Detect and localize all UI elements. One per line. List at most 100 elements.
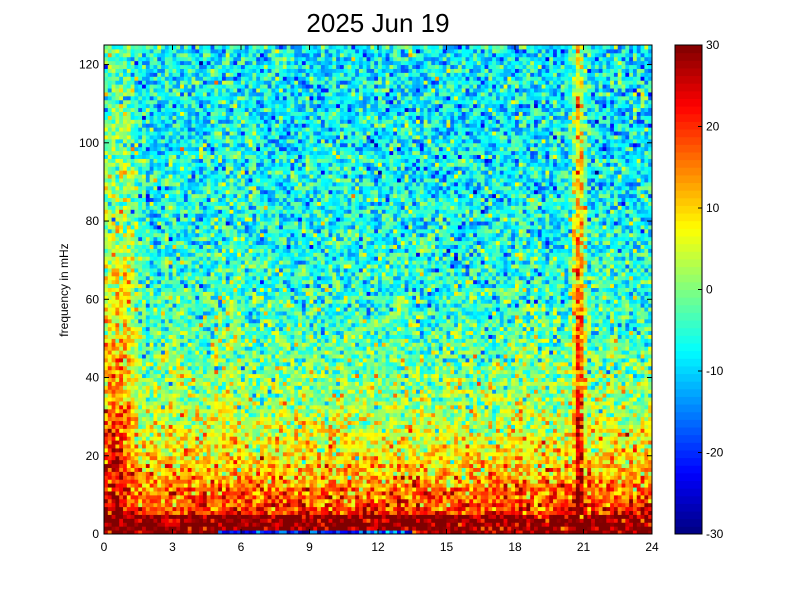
heatmap-cell — [241, 330, 246, 335]
heatmap-cell — [248, 158, 253, 163]
heatmap-cell — [161, 389, 166, 394]
heatmap-cell — [123, 45, 128, 50]
heatmap-cell — [138, 318, 143, 324]
heatmap-cell — [233, 471, 238, 476]
heatmap-cell — [183, 455, 189, 461]
heatmap-cell — [134, 60, 139, 66]
heatmap-cell — [191, 107, 196, 112]
heatmap-cell — [130, 377, 135, 382]
heatmap-cell — [229, 389, 234, 394]
heatmap-cell — [153, 256, 158, 261]
heatmap-cell — [252, 444, 257, 449]
heatmap-cell — [119, 318, 124, 324]
heatmap-cell — [123, 365, 128, 371]
heatmap-cell — [176, 479, 181, 484]
heatmap-cell — [168, 232, 173, 238]
heatmap-cell — [153, 483, 158, 488]
heatmap-cell — [187, 84, 193, 89]
heatmap-cell — [123, 80, 128, 85]
heatmap-cell — [161, 522, 166, 527]
heatmap-cell — [252, 76, 257, 81]
heatmap-cell — [233, 322, 238, 328]
heatmap-cell — [244, 471, 250, 476]
heatmap-cell — [218, 350, 223, 355]
heatmap-cell — [248, 127, 253, 132]
heatmap-cell — [225, 522, 231, 527]
heatmap-cell — [176, 111, 181, 116]
heatmap-cell — [183, 428, 189, 433]
heatmap-cell — [191, 412, 196, 418]
heatmap-cell — [142, 350, 147, 355]
heatmap-cell — [176, 154, 181, 159]
heatmap-cell — [153, 154, 158, 159]
heatmap-cell — [130, 307, 135, 312]
heatmap-cell — [164, 205, 170, 210]
heatmap-cell — [252, 463, 257, 468]
heatmap-cell — [145, 103, 151, 109]
heatmap-cell — [183, 131, 189, 136]
heatmap-cell — [172, 115, 177, 120]
heatmap-cell — [130, 416, 135, 422]
heatmap-cell — [233, 357, 238, 363]
heatmap-cell — [218, 158, 223, 163]
heatmap-cell — [107, 60, 113, 66]
heatmap-cell — [130, 76, 135, 81]
heatmap-cell — [149, 526, 154, 531]
heatmap-cell — [107, 397, 113, 402]
heatmap-cell — [248, 283, 253, 289]
heatmap-cell — [221, 131, 227, 136]
heatmap-cell — [161, 518, 166, 523]
heatmap-cell — [199, 107, 204, 112]
heatmap-cell — [142, 142, 147, 148]
heatmap-cell — [233, 318, 238, 324]
heatmap-cell — [199, 142, 204, 148]
heatmap-cell — [111, 322, 116, 328]
heatmap-cell — [115, 178, 120, 183]
heatmap-cell — [164, 213, 170, 218]
heatmap-cell — [164, 444, 170, 449]
heatmap-cell — [142, 291, 147, 296]
heatmap-cell — [104, 381, 109, 386]
heatmap-cell — [149, 162, 154, 167]
heatmap-cell — [241, 365, 246, 371]
heatmap-cell — [138, 150, 143, 156]
heatmap-cell — [111, 459, 116, 465]
heatmap-cell — [183, 467, 189, 472]
heatmap-cell — [161, 72, 166, 77]
heatmap-cell — [123, 303, 128, 308]
heatmap-cell — [237, 397, 242, 402]
heatmap-cell — [104, 447, 109, 453]
heatmap-cell — [104, 326, 109, 332]
heatmap-cell — [191, 475, 196, 480]
heatmap-cell — [202, 154, 208, 159]
heatmap-cell — [221, 48, 227, 54]
heatmap-cell — [157, 350, 162, 355]
heatmap-cell — [115, 88, 120, 93]
heatmap-cell — [237, 88, 242, 93]
heatmap-cell — [248, 428, 253, 433]
heatmap-cell — [130, 107, 135, 112]
heatmap-cell — [210, 389, 215, 394]
heatmap-cell — [180, 354, 185, 359]
heatmap-cell — [142, 416, 147, 422]
heatmap-cell — [225, 373, 231, 379]
heatmap-cell — [180, 479, 185, 484]
heatmap-cell — [176, 52, 181, 58]
heatmap-cell — [195, 217, 200, 222]
heatmap-cell — [244, 494, 250, 500]
heatmap-cell — [199, 56, 204, 62]
heatmap-cell — [153, 291, 158, 296]
heatmap-cell — [221, 232, 227, 238]
heatmap-cell — [153, 95, 158, 101]
heatmap-cell — [218, 303, 223, 308]
heatmap-cell — [157, 447, 162, 453]
heatmap-cell — [248, 459, 253, 465]
heatmap-cell — [241, 88, 246, 93]
heatmap-cell — [214, 314, 219, 320]
heatmap-cell — [202, 318, 208, 324]
heatmap-cell — [123, 209, 128, 214]
heatmap-cell — [199, 307, 204, 312]
heatmap-cell — [225, 91, 231, 97]
heatmap-cell — [202, 530, 208, 535]
heatmap-cell — [180, 252, 185, 257]
